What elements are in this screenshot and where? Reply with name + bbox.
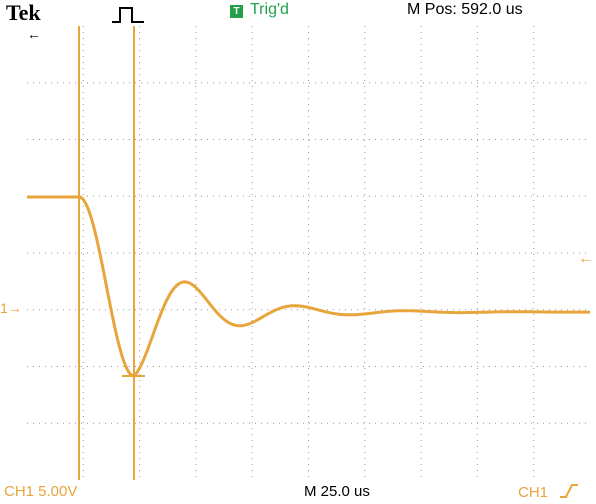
ch1-scale-label: CH1 5.00V <box>4 483 78 500</box>
rising-edge-icon <box>560 484 579 498</box>
trigger-badge: T <box>230 5 243 18</box>
waveform-display <box>27 26 590 480</box>
bottom-status-bar: CH1 5.00V M 25.0 us CH1 <box>0 480 596 504</box>
ch1-waveform <box>27 195 590 378</box>
trigger-level-arrow-icon: ← <box>578 250 594 267</box>
graticule <box>27 26 590 480</box>
trigger-source-text: CH1 <box>518 484 549 501</box>
pulse-icon <box>112 7 144 23</box>
main-position-readout: M Pos: 592.0 us <box>407 1 523 18</box>
ch1-ground-marker: 1→ <box>0 300 22 316</box>
brand-logo: Tek <box>6 0 41 25</box>
timebase-label: M 25.0 us <box>304 483 370 500</box>
top-status-bar: Tek T Trig'd M Pos: 592.0 us <box>0 0 596 30</box>
trigger-status: Trig'd <box>250 1 289 18</box>
trigger-source-label: CH1 <box>518 483 580 501</box>
horizontal-position-arrow-icon: ← <box>27 26 41 42</box>
